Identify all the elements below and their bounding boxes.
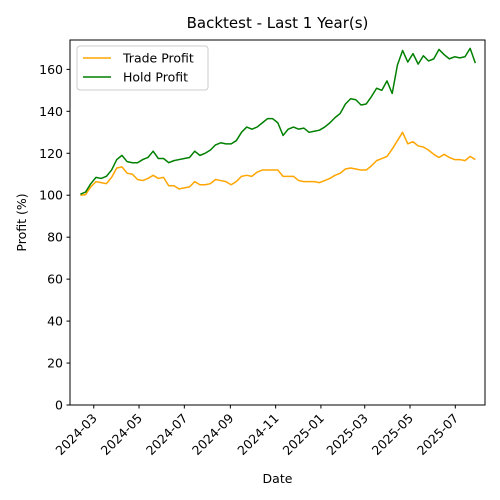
series-line-trade-profit — [80, 132, 475, 195]
y-tick-label: 0 — [55, 398, 63, 413]
legend-label-trade-profit: Trade Profit — [122, 51, 194, 66]
plot-frame — [70, 40, 485, 405]
x-tick-label: 2025-01 — [280, 411, 328, 459]
y-tick-label: 160 — [39, 62, 63, 77]
x-tick-label: 2025-05 — [369, 411, 417, 459]
x-tick-label: 2024-03 — [52, 411, 100, 459]
x-tick-label: 2024-11 — [234, 411, 282, 459]
x-axis-label: Date — [263, 471, 293, 486]
y-tick-label: 20 — [47, 356, 63, 371]
x-axis: 2024-032024-052024-072024-092024-112025-… — [52, 405, 461, 458]
x-tick-label: 2024-09 — [189, 410, 237, 458]
x-tick-label: 2024-07 — [143, 411, 191, 459]
y-tick-label: 120 — [39, 146, 63, 161]
y-tick-label: 100 — [39, 188, 63, 203]
plot-area — [70, 40, 485, 405]
x-tick-label: 2025-03 — [323, 411, 371, 459]
legend-label-hold-profit: Hold Profit — [123, 70, 188, 85]
x-tick-label: 2024-05 — [98, 411, 146, 459]
chart-title: Backtest - Last 1 Year(s) — [187, 14, 369, 32]
y-axis: 0 20 40 60 80 100 120 140 160 — [39, 62, 70, 413]
y-tick-label: 80 — [47, 230, 63, 245]
y-axis-label: Profit (%) — [14, 193, 29, 251]
y-tick-label: 60 — [47, 272, 63, 287]
y-tick-label: 140 — [39, 104, 63, 119]
legend: Trade Profit Hold Profit — [77, 46, 208, 90]
y-tick-label: 40 — [47, 314, 63, 329]
x-tick-label: 2025-07 — [414, 411, 462, 459]
